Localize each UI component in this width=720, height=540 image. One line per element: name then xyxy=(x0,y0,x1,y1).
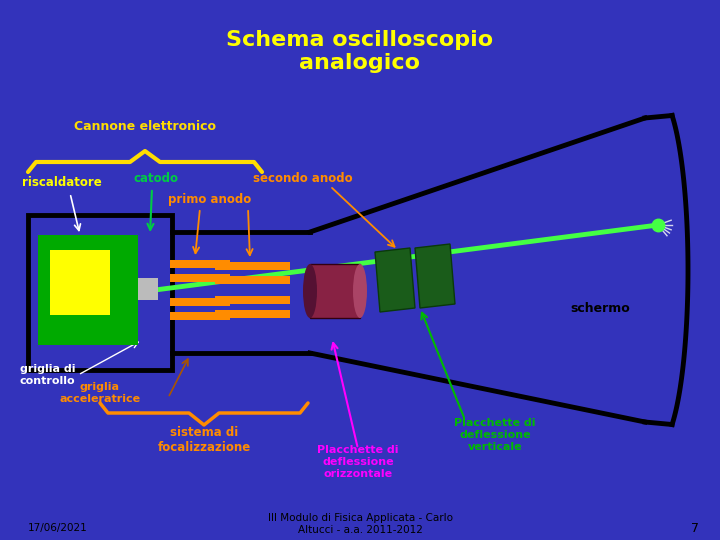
Polygon shape xyxy=(375,248,415,312)
Text: Placchette di
deflessione
verticale: Placchette di deflessione verticale xyxy=(454,418,536,451)
Text: Schema oscilloscopio
analogico: Schema oscilloscopio analogico xyxy=(226,30,494,73)
Bar xyxy=(215,310,290,318)
Bar xyxy=(38,235,138,345)
Bar xyxy=(170,312,230,320)
Bar xyxy=(28,215,172,370)
Text: griglia
acceleratrice: griglia acceleratrice xyxy=(60,382,140,404)
Bar xyxy=(50,250,110,315)
Bar xyxy=(138,278,158,300)
Text: sistema di
focalizzazione: sistema di focalizzazione xyxy=(158,426,251,454)
Bar xyxy=(310,264,360,318)
Bar xyxy=(170,274,230,282)
Text: 7: 7 xyxy=(691,522,699,535)
Text: 17/06/2021: 17/06/2021 xyxy=(28,523,88,533)
Bar xyxy=(215,262,290,270)
Text: riscaldatore: riscaldatore xyxy=(22,177,102,190)
Text: Cannone elettronico: Cannone elettronico xyxy=(74,120,216,133)
Bar xyxy=(215,296,290,304)
Bar xyxy=(215,276,290,284)
Text: primo anodo: primo anodo xyxy=(168,193,251,206)
Text: griglia di
controllo: griglia di controllo xyxy=(20,364,76,386)
Bar xyxy=(170,260,230,268)
Text: III Modulo di Fisica Applicata - Carlo
Altucci - a.a. 2011-2012: III Modulo di Fisica Applicata - Carlo A… xyxy=(268,513,452,535)
Polygon shape xyxy=(415,244,455,308)
Ellipse shape xyxy=(303,264,317,318)
Text: schermo: schermo xyxy=(570,301,630,314)
Ellipse shape xyxy=(353,264,367,318)
Text: catodo: catodo xyxy=(133,172,178,185)
Bar xyxy=(170,298,230,306)
Text: secondo anodo: secondo anodo xyxy=(253,172,353,185)
Text: Placchette di
deflessione
orizzontale: Placchette di deflessione orizzontale xyxy=(318,446,399,478)
